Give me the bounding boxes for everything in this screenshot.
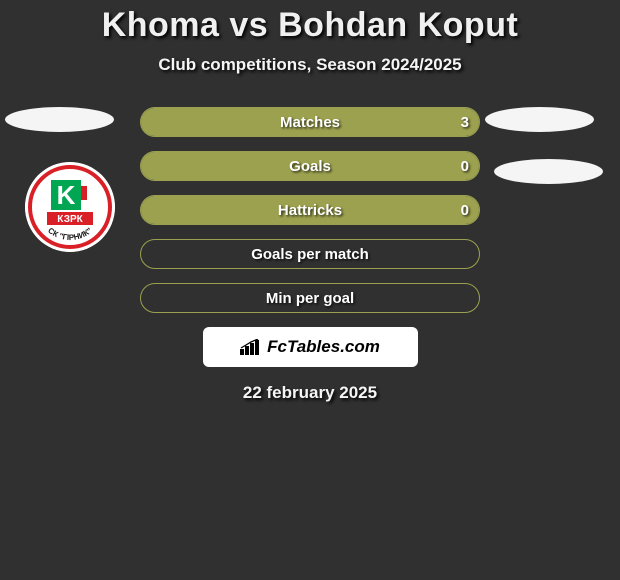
stat-value-right: 0: [461, 202, 469, 219]
stat-label: Hattricks: [278, 202, 342, 219]
stat-value-right: 0: [461, 158, 469, 175]
player-right-placeholder-1: [485, 107, 594, 132]
stat-row: Min per goal: [140, 283, 480, 313]
infographic-root: Khoma vs Bohdan Koput Club competitions,…: [0, 0, 620, 580]
stats-list: Matches 3 Goals 0 Hattricks 0 Goals per match M…: [140, 107, 480, 313]
svg-text:K: K: [57, 180, 76, 210]
date-text: 22 february 2025: [0, 383, 620, 403]
player-right-placeholder-2: [494, 159, 603, 184]
stat-row: Hattricks 0: [140, 195, 480, 225]
player-left-placeholder: [5, 107, 114, 132]
club-logo-svg: K КЗРК СК "ГІРНИК": [25, 162, 115, 252]
club-logo: K КЗРК СК "ГІРНИК": [25, 162, 115, 252]
brand-chart-icon: [240, 339, 262, 355]
content-area: K КЗРК СК "ГІРНИК" Matches3Goals0Hattric…: [0, 107, 620, 403]
stat-label: Goals: [289, 158, 331, 175]
subtitle: Club competitions, Season 2024/2025: [0, 55, 620, 75]
stat-label: Matches: [280, 114, 340, 131]
page-title: Khoma vs Bohdan Koput: [0, 0, 620, 45]
stat-label: Min per goal: [266, 290, 354, 307]
stat-row: Matches 3: [140, 107, 480, 137]
stat-value-right: 3: [461, 114, 469, 131]
club-banner-text: КЗРК: [57, 214, 83, 225]
stat-row: Goals per match: [140, 239, 480, 269]
stat-row: Goals 0: [140, 151, 480, 181]
brand-text: FcTables.com: [267, 337, 380, 357]
brand-box: FcTables.com: [203, 327, 418, 367]
stat-label: Goals per match: [251, 246, 369, 263]
